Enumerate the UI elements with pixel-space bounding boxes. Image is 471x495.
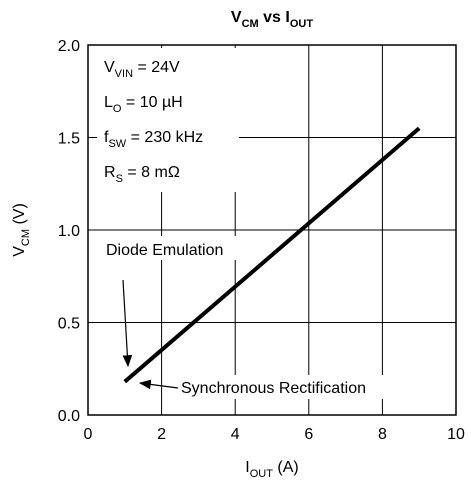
- condition-part: V: [104, 59, 115, 76]
- chart-title-sub: CM: [242, 18, 259, 30]
- y-tick-label: 0.5: [58, 316, 80, 333]
- condition-sub: VIN: [115, 68, 133, 80]
- annotation: Diode Emulation: [106, 242, 223, 259]
- y-axis-label-part: V: [11, 246, 28, 257]
- y-tick-label: 2.0: [58, 38, 80, 55]
- condition-part: = 8 mΩ: [123, 164, 180, 181]
- y-tick-label: 1.0: [58, 223, 80, 240]
- condition-part: L: [104, 94, 113, 111]
- annotation-box: [102, 236, 240, 260]
- y-axis-label-part: (V): [11, 203, 28, 229]
- plot-frame: [87, 44, 457, 416]
- chart-title: VCM vs IOUT: [231, 9, 313, 30]
- condition: LO = 10 µH: [104, 94, 183, 115]
- condition: RS = 8 mΩ: [104, 164, 180, 185]
- condition-sub: O: [113, 103, 122, 115]
- data-line: [123, 126, 421, 384]
- x-tick-label: 6: [304, 426, 313, 443]
- x-tick-label: 4: [231, 426, 240, 443]
- y-tick-label: 1.5: [58, 131, 80, 148]
- annotation: Synchronous Rectification: [181, 380, 366, 397]
- condition-part: = 10 µH: [121, 94, 182, 111]
- annotation-arrow: [122, 279, 133, 368]
- x-axis-label-sub: OUT: [250, 468, 274, 480]
- annotation-box: [178, 375, 426, 399]
- x-axis-label-part: (A): [273, 459, 299, 476]
- y-axis-label: VCM (V): [11, 203, 32, 257]
- condition-part: R: [104, 164, 116, 181]
- condition-part: = 24V: [133, 59, 180, 76]
- y-axis-label-sub: CM: [20, 229, 32, 246]
- x-axis-label-part: I: [245, 459, 249, 476]
- annotation-arrow: [138, 379, 179, 390]
- condition-part: f: [104, 129, 109, 146]
- x-tick-label: 2: [157, 426, 166, 443]
- x-tick-label: 10: [447, 426, 465, 443]
- chart-title-sub: OUT: [290, 18, 314, 30]
- conditions-box: [97, 48, 239, 192]
- x-tick-label: 0: [84, 426, 93, 443]
- condition-sub: SW: [108, 138, 126, 150]
- condition: fSW = 230 kHz: [104, 129, 203, 150]
- x-axis-label: IOUT (A): [245, 459, 298, 480]
- chart-title-part: vs I: [259, 9, 290, 26]
- condition-sub: S: [116, 173, 123, 185]
- y-tick-label: 0.0: [58, 408, 80, 425]
- chart-title-part: V: [231, 9, 242, 26]
- condition-part: = 230 kHz: [126, 129, 203, 146]
- condition: VVIN = 24V: [104, 59, 180, 80]
- x-tick-label: 8: [378, 426, 387, 443]
